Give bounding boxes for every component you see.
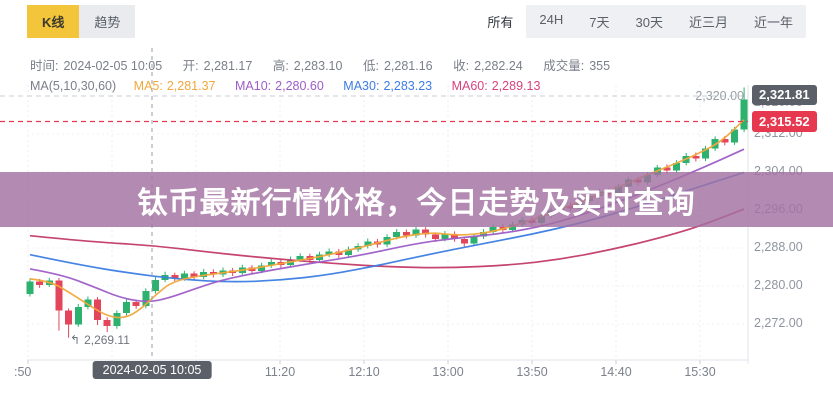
candle [441, 233, 449, 239]
ma60-legend: MA60: 2,289.13 [451, 79, 541, 93]
range-tab-1y[interactable]: 近一年 [753, 15, 793, 30]
ohlc-row: 时间: 2024-02-05 10:05 开: 2,281.17 高: 2,283.1… [30, 57, 627, 76]
low-field: 低: 2,281.16 [362, 59, 433, 73]
candle [209, 271, 217, 275]
candle [132, 302, 140, 306]
candle [267, 261, 275, 266]
candle [721, 139, 729, 143]
ma-prefix: MA(5,10,30,60) [30, 79, 117, 93]
high-field: 高: 2,283.10 [272, 59, 343, 73]
candle [171, 275, 179, 279]
candle [113, 313, 121, 326]
candle [451, 233, 459, 239]
headline-title: 钛币最新行情价格，今日走势及实时查询 [137, 186, 696, 220]
candle [702, 148, 709, 159]
min-price-value: 2,269.11 [84, 333, 130, 347]
candle [123, 302, 130, 314]
candle [84, 299, 92, 307]
range-tabs: 所有 24H 7天 30天 近三月 近一年 [474, 5, 806, 38]
ma10-legend: MA10: 2,280.60 [235, 79, 324, 93]
ma-legend-row: MA(5,10,30,60) MA5: 2,281.37 MA10: 2,280.6… [30, 77, 627, 96]
max-price-badge: 2,321.81 [752, 85, 817, 105]
candle [393, 231, 401, 238]
candle [103, 320, 111, 326]
min-marker-arrow-icon: ↰ [70, 333, 81, 347]
ma5-legend: MA5: 2,281.37 [133, 79, 216, 93]
ma-line-ma60 [29, 208, 745, 269]
range-tab-7d[interactable]: 7天 [589, 15, 610, 30]
range-tab-24h[interactable]: 24H [539, 12, 564, 27]
candle [412, 229, 420, 236]
headline-overlay-band: 钛币最新行情价格，今日走势及实时查询 [0, 172, 833, 227]
crosshair-time-tooltip: 2024-02-05 10:05 [92, 361, 212, 379]
candle [65, 310, 73, 325]
close-field: 收: 2,282.24 [453, 59, 523, 73]
ma30-legend: MA30: 2,283.23 [343, 79, 433, 93]
candle [151, 279, 159, 292]
candle [364, 241, 372, 247]
candle [200, 271, 208, 277]
y-axis-label-2320-inplot: 2,320.00 [695, 89, 744, 103]
candle [692, 155, 700, 159]
volume-field: 成交量: 355 [543, 59, 611, 73]
current-price-badge: 2,315.52 [752, 111, 817, 132]
candle [509, 224, 516, 230]
candle [258, 265, 266, 271]
candle [673, 162, 681, 171]
candle [142, 291, 150, 306]
candle [190, 273, 198, 277]
candle [480, 231, 488, 237]
candle [26, 281, 34, 295]
candle [431, 234, 439, 239]
candle [740, 99, 748, 130]
candle [730, 129, 738, 143]
open-field: 开: 2,281.17 [182, 59, 253, 73]
range-tab-3m[interactable]: 近三月 [688, 15, 728, 30]
info-bar: 时间: 2024-02-05 10:05 开: 2,281.17 高: 2,283.1… [30, 57, 627, 97]
candle [36, 281, 44, 286]
tab-kline[interactable]: K线 [27, 5, 80, 38]
candle [422, 229, 430, 235]
candle [74, 306, 82, 325]
range-tab-30d[interactable]: 30天 [635, 15, 663, 30]
candle [55, 280, 63, 311]
time-field: 时间: 2024-02-05 10:05 [30, 59, 163, 73]
candle [489, 227, 497, 232]
candle [663, 167, 671, 171]
tab-trend[interactable]: 趋势 [79, 5, 136, 38]
range-tab-all[interactable]: 所有 [474, 5, 527, 38]
candle [470, 236, 478, 244]
candle [325, 251, 333, 255]
candle [460, 238, 468, 244]
candle [180, 273, 188, 279]
candle [344, 249, 352, 256]
min-price-annotation: ↰ 2,269.11 [70, 333, 130, 347]
chart-type-tabs: K线 趋势 [27, 5, 136, 38]
candle [296, 256, 304, 260]
candle [402, 231, 410, 236]
